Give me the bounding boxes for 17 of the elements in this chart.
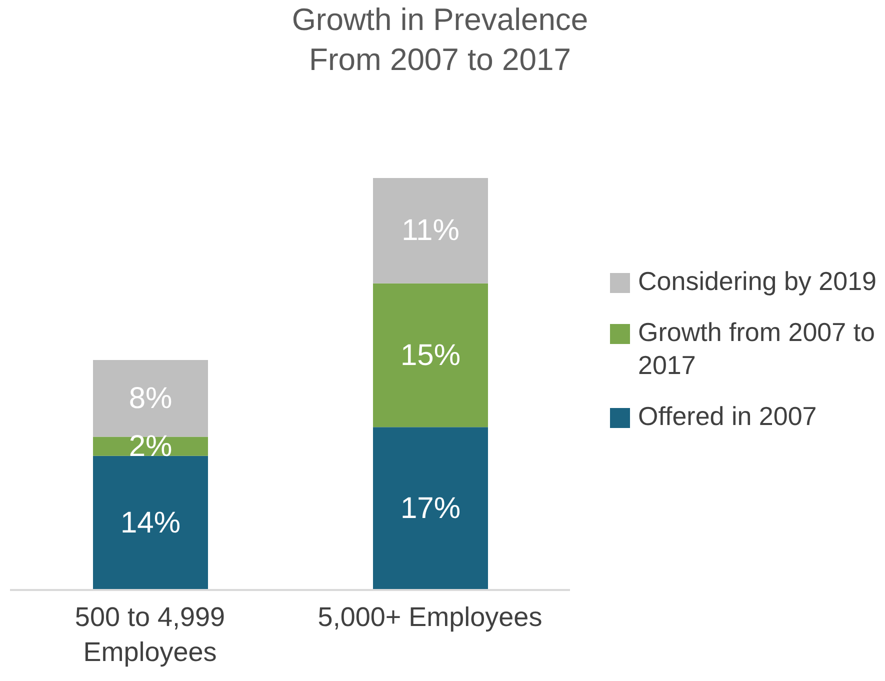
x-tick-label: 5,000+ Employees bbox=[318, 602, 542, 632]
data-label: 2% bbox=[128, 430, 172, 463]
data-label: 8% bbox=[128, 382, 172, 415]
data-label: 14% bbox=[120, 506, 181, 540]
bar bbox=[93, 360, 208, 437]
bar bbox=[373, 178, 488, 284]
legend-label: Growth from 2007 to 2017 bbox=[638, 316, 876, 382]
legend-label: Considering by 2019 bbox=[638, 265, 876, 298]
chart-title: Growth in Prevalence From 2007 to 2017 bbox=[290, 1, 590, 79]
data-label: 17% bbox=[400, 492, 461, 526]
data-label: 15% bbox=[400, 338, 461, 372]
x-tick-label: 500 to 4,999 Employees bbox=[74, 602, 226, 667]
data-label: 11% bbox=[402, 214, 460, 248]
bar bbox=[373, 427, 488, 590]
legend-label: Offered in 2007 bbox=[638, 400, 817, 433]
bar bbox=[93, 456, 208, 590]
bar bbox=[373, 283, 488, 428]
